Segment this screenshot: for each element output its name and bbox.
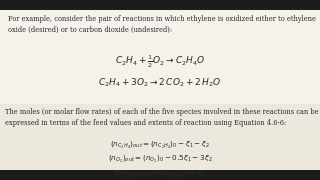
Bar xyxy=(0,170,320,180)
Text: $(n_{C_2H_4O})_{out} = (n_{C_2H_4O})_0 + \xi_1$: $(n_{C_2H_4O})_{out} = (n_{C_2H_4O})_0 +… xyxy=(114,169,206,180)
Text: $(n_{O_2})_{out} = (n_{O_2})_0 - 0.5\xi_1 - 3\xi_2$: $(n_{O_2})_{out} = (n_{O_2})_0 - 0.5\xi_… xyxy=(108,154,212,165)
Text: $C_2H_4 + \frac{1}{2}O_2 \rightarrow C_2H_4O$: $C_2H_4 + \frac{1}{2}O_2 \rightarrow C_2… xyxy=(115,53,205,70)
Bar xyxy=(0,103,320,170)
Bar xyxy=(0,0,320,10)
Text: $C_2H_4 + 3O_2 \rightarrow 2\,CO_2 + 2\,H_2O$: $C_2H_4 + 3O_2 \rightarrow 2\,CO_2 + 2\,… xyxy=(98,76,222,89)
Bar xyxy=(0,10,320,103)
Text: For example, consider the pair of reactions in which ethylene is oxidized either: For example, consider the pair of reacti… xyxy=(8,15,316,34)
Text: The moles (or molar flow rates) of each of the five species involved in these re: The moles (or molar flow rates) of each … xyxy=(5,108,318,127)
Text: $(n_{C_2H_4})_{out} = (n_{C_2H_4})_0 - \xi_1 - \xi_2$: $(n_{C_2H_4})_{out} = (n_{C_2H_4})_0 - \… xyxy=(110,140,210,150)
